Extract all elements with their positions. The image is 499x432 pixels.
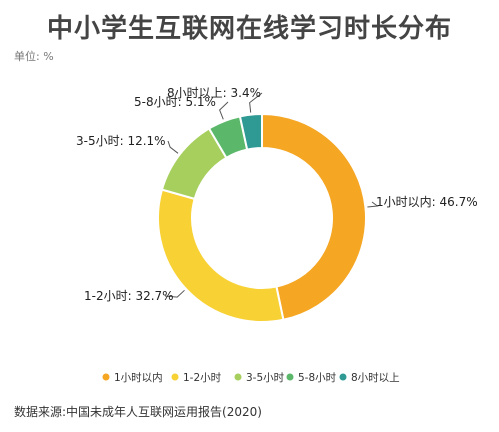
legend-label-3: 3-5小时 [246, 372, 285, 384]
legend-label-5: 8小时以上 [351, 372, 400, 384]
leader-line-4 [219, 101, 229, 120]
legend-swatch-4 [286, 373, 294, 381]
chart-title: 中小学生互联网在线学习时长分布 [46, 14, 452, 44]
legend-item-5: 8小时以上 [339, 372, 400, 384]
legend-label-1: 1小时以内 [114, 371, 163, 384]
legend: 1小时以内 1-2小时 3-5小时 5-8小时 8小时以上 [102, 371, 400, 384]
leader-line-5 [249, 92, 263, 113]
legend-label-4: 5-8小时 [298, 372, 337, 384]
legend-item-2: 1-2小时 [171, 372, 222, 384]
leader-lines-group [164, 92, 379, 298]
unit-label: 单位: % [14, 50, 54, 63]
data-source: 数据来源:中国未成年人互联网运用报告(2020) [14, 405, 262, 419]
leader-line-2 [164, 289, 185, 298]
data-label-2: 1-2小时: 32.7% [84, 289, 174, 303]
legend-swatch-3 [234, 373, 242, 381]
data-label-5: 8小时以上: 3.4% [167, 86, 261, 100]
legend-item-4: 5-8小时 [286, 372, 337, 384]
legend-swatch-1 [102, 373, 110, 381]
data-label-1: 1小时以内: 46.7% [376, 195, 478, 209]
slice-2 [157, 188, 285, 323]
data-label-3: 3-5小时: 12.1% [76, 134, 166, 148]
legend-item-3: 3-5小时 [234, 372, 285, 384]
leader-line-3 [167, 140, 179, 154]
legend-item-1: 1小时以内 [102, 371, 163, 384]
legend-swatch-5 [339, 373, 347, 381]
slice-1 [261, 112, 367, 321]
data-labels-group: 1小时以内: 46.7% 1-2小时: 32.7% 3-5小时: 12.1% 5-8小… [76, 86, 478, 303]
slice-5 [238, 112, 263, 151]
leader-line-1 [367, 201, 379, 208]
data-label-4: 5-8小时: 5.1% [134, 95, 216, 109]
legend-label-2: 1-2小时 [183, 372, 222, 384]
legend-swatch-2 [171, 373, 179, 381]
slices-group [157, 112, 367, 323]
